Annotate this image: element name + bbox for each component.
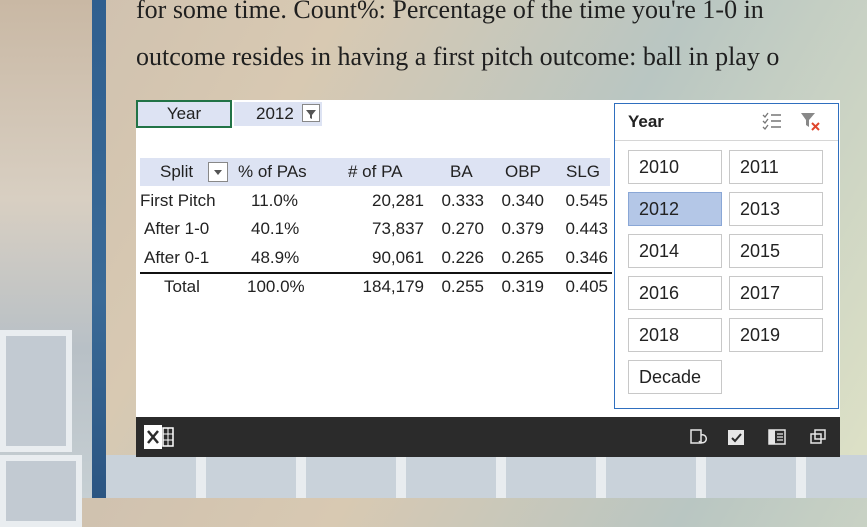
slicer-item-2016[interactable]: 2016 (628, 276, 722, 310)
details-icon[interactable] (767, 427, 787, 447)
total-divider (140, 272, 612, 274)
table-cell: 0.270 (441, 219, 484, 238)
slicer-item-2012[interactable]: 2012 (628, 192, 722, 226)
table-cell: 0.405 (565, 277, 608, 296)
slicer-item-2018[interactable]: 2018 (628, 318, 722, 352)
filter-label[interactable]: Year (136, 100, 232, 128)
article-text: for some time. Count%: Percentage of the… (136, 0, 867, 80)
header-obp: OBP (505, 162, 541, 181)
excel-logo-icon[interactable] (144, 425, 174, 449)
row-label: First Pitch (140, 191, 216, 210)
table-cell: 40.1% (251, 219, 300, 238)
table-cell: 0.545 (565, 191, 608, 210)
table-cell: 0.340 (501, 191, 544, 210)
chevron-down-icon (214, 170, 222, 175)
table-cell: 90,061 (372, 248, 424, 267)
table-cell: 184,179 (362, 277, 424, 296)
slicer-item-2014[interactable]: 2014 (628, 234, 722, 268)
popout-icon[interactable] (808, 427, 828, 447)
filter-value-text: 2012 (256, 104, 294, 123)
table-cell: 73,837 (372, 219, 424, 238)
slicer-title: Year (628, 112, 664, 131)
background-tile (0, 330, 72, 452)
table-cell: 0.346 (565, 248, 608, 267)
row-label: After 1-0 (144, 219, 210, 238)
filter-dropdown-button[interactable] (302, 104, 320, 122)
slicer-item-2013[interactable]: 2013 (729, 192, 823, 226)
slicer-item-decade[interactable]: Decade (628, 360, 722, 394)
row-label-total: Total (164, 277, 200, 296)
year-slicer: Year 2010 2011 2012 2013 2014 2015 2016 … (614, 103, 839, 409)
header-ba: BA (450, 162, 473, 181)
header-pct-pas: % of PAs (238, 162, 307, 181)
multi-select-icon[interactable] (760, 110, 784, 134)
table-cell: 0.443 (565, 219, 608, 238)
header-split: Split (160, 162, 194, 181)
split-dropdown-button[interactable] (208, 162, 228, 182)
table-cell: 0.319 (501, 277, 544, 296)
table-cell: 0.255 (441, 277, 484, 296)
slicer-item-2019[interactable]: 2019 (729, 318, 823, 352)
table-cell: 0.226 (441, 248, 484, 267)
table-cell: 0.379 (501, 219, 544, 238)
background-bar (92, 0, 106, 498)
slicer-divider (615, 140, 838, 141)
slicer-item-2011[interactable]: 2011 (729, 150, 823, 184)
article-line: for some time. Count%: Percentage of the… (136, 0, 764, 24)
slicer-item-2015[interactable]: 2015 (729, 234, 823, 268)
calculate-icon[interactable] (726, 427, 746, 447)
header-num-pa: # of PA (348, 162, 403, 181)
filter-value[interactable]: 2012 (234, 102, 322, 126)
slicer-item-2010[interactable]: 2010 (628, 150, 722, 184)
article-line: outcome resides in having a first pitch … (136, 42, 780, 71)
table-cell: 48.9% (251, 248, 300, 267)
excel-toolbar (136, 417, 840, 457)
table-cell: 20,281 (372, 191, 424, 210)
refresh-icon[interactable] (689, 427, 709, 447)
table-cell: 0.333 (441, 191, 484, 210)
clear-filter-icon[interactable] (798, 110, 822, 134)
background-bottom (106, 455, 867, 498)
table-cell: 0.265 (501, 248, 544, 267)
slicer-item-2017[interactable]: 2017 (729, 276, 823, 310)
table-cell: 11.0% (251, 191, 298, 210)
background-tile (0, 455, 82, 527)
header-slg: SLG (566, 162, 601, 181)
filter-icon (306, 110, 316, 119)
row-label: After 0-1 (144, 248, 210, 267)
table-cell: 100.0% (247, 277, 305, 296)
